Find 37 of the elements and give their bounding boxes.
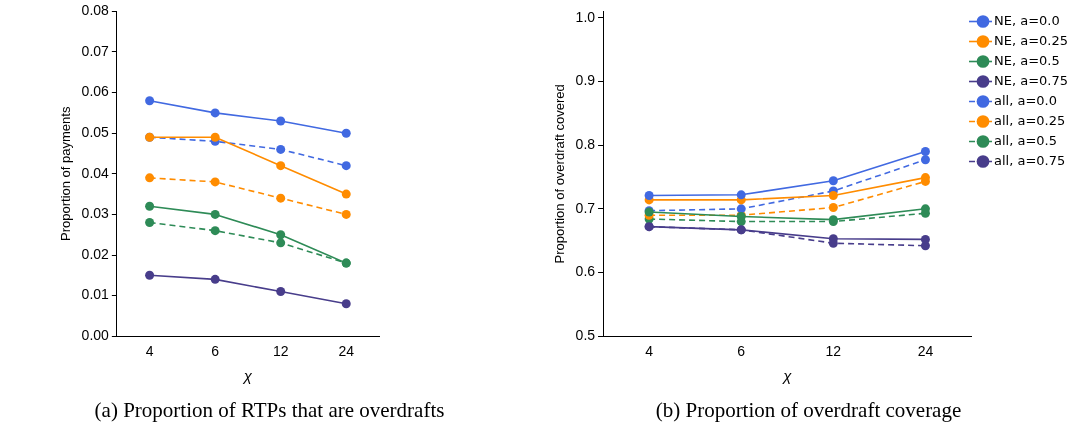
- y-tick-label: 0.5: [575, 327, 596, 344]
- text: (a) Proportion of RTPs that are overdrafts: [93, 398, 446, 423]
- y-axis-title: Proportion of payments: [58, 106, 74, 241]
- y-tick-label: 0.05: [81, 124, 110, 141]
- y-tick-label: 0.6: [575, 263, 596, 280]
- y-tick-label: 0.04: [81, 164, 110, 181]
- legend-label: all, a=0.75: [993, 152, 1066, 168]
- x-tick-label: 24: [917, 343, 934, 360]
- legend-label: NE, a=0.0: [993, 12, 1060, 28]
- text: (b) Proportion of overdraft coverage: [654, 398, 963, 423]
- x-tick-label: 12: [825, 343, 842, 360]
- y-tick-label: 0.07: [81, 42, 110, 59]
- y-tick-label: 0.00: [81, 327, 110, 344]
- y-tick-label: 0.01: [81, 286, 110, 303]
- legend-label: NE, a=0.5: [993, 52, 1060, 68]
- y-tick-label: 0.08: [81, 2, 110, 19]
- legend-label: NE, a=0.75: [993, 72, 1069, 88]
- y-tick-label: 1.0: [575, 8, 596, 25]
- x-tick-label: 4: [645, 343, 654, 360]
- x-tick-label: 4: [145, 343, 154, 360]
- y-tick-label: 0.9: [575, 72, 596, 89]
- y-tick-label: 0.03: [81, 205, 110, 222]
- x-axis-title: χ: [241, 367, 253, 385]
- y-tick-label: 0.8: [575, 136, 596, 152]
- x-tick-label: 6: [737, 343, 746, 360]
- legend-label: NE, a=0.25: [993, 32, 1069, 48]
- legend-label: all, a=0.0: [993, 92, 1057, 108]
- x-tick-label: 24: [338, 343, 355, 360]
- y-tick-label: 0.06: [81, 83, 110, 100]
- x-axis-title: χ: [781, 367, 793, 385]
- y-tick-label: 0.7: [575, 199, 596, 216]
- x-tick-label: 12: [272, 343, 289, 360]
- legend-label: all, a=0.5: [993, 132, 1057, 148]
- x-tick-label: 6: [211, 343, 220, 360]
- y-tick-label: 0.02: [81, 245, 110, 262]
- y-axis-title: Proportion of overdraft covered: [552, 84, 568, 264]
- legend-label: all, a=0.25: [993, 112, 1066, 128]
